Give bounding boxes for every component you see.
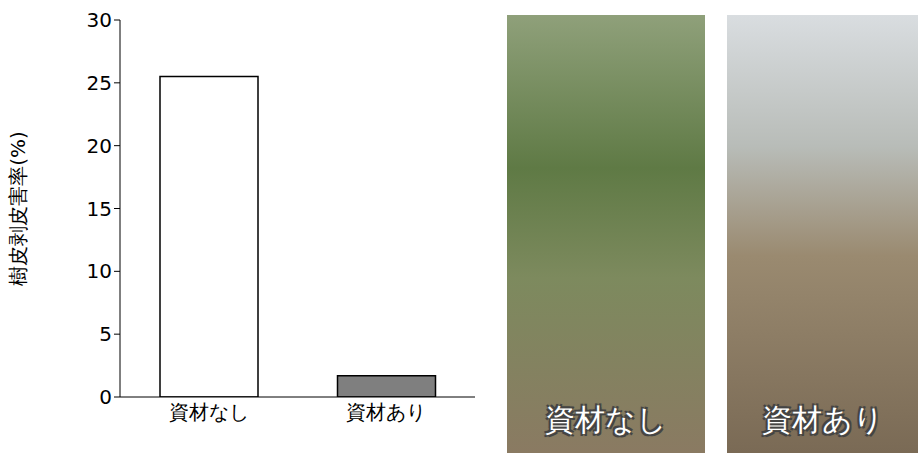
- svg-text:資材なし: 資材なし: [169, 400, 249, 424]
- svg-text:資材あり: 資材あり: [346, 400, 426, 424]
- html-text:資材なし: 資材なし: [545, 402, 667, 437]
- svg-text:15: 15: [87, 197, 112, 221]
- svg-text:5: 5: [99, 322, 112, 346]
- svg-text:樹皮剥皮害率(%): 樹皮剥皮害率(%): [6, 131, 30, 286]
- svg-text:10: 10: [87, 259, 112, 283]
- svg-text:20: 20: [87, 134, 112, 158]
- svg-text:25: 25: [87, 71, 112, 95]
- html-text:資材あり: 資材あり: [761, 402, 884, 437]
- svg-text:30: 30: [87, 8, 112, 32]
- svg-text:0: 0: [99, 385, 112, 409]
